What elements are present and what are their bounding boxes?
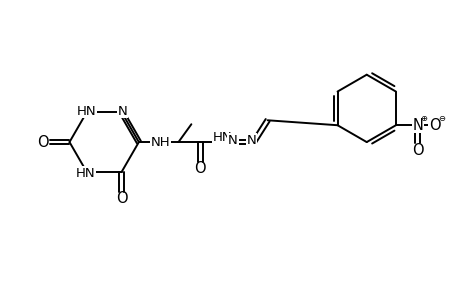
Text: O: O [194, 161, 206, 176]
Text: N: N [118, 105, 127, 118]
Text: N: N [228, 134, 237, 147]
Text: O: O [411, 142, 423, 158]
Text: O: O [428, 118, 439, 133]
Text: NH: NH [151, 136, 170, 148]
Text: HN: HN [76, 167, 95, 180]
Text: N: N [246, 134, 256, 147]
Text: ⊕: ⊕ [419, 114, 426, 123]
Text: ⊖: ⊖ [437, 114, 444, 123]
Text: N: N [411, 118, 422, 133]
Text: O: O [37, 135, 49, 150]
Text: HN: HN [212, 130, 231, 144]
Text: O: O [116, 191, 127, 206]
Text: HN: HN [77, 105, 96, 118]
